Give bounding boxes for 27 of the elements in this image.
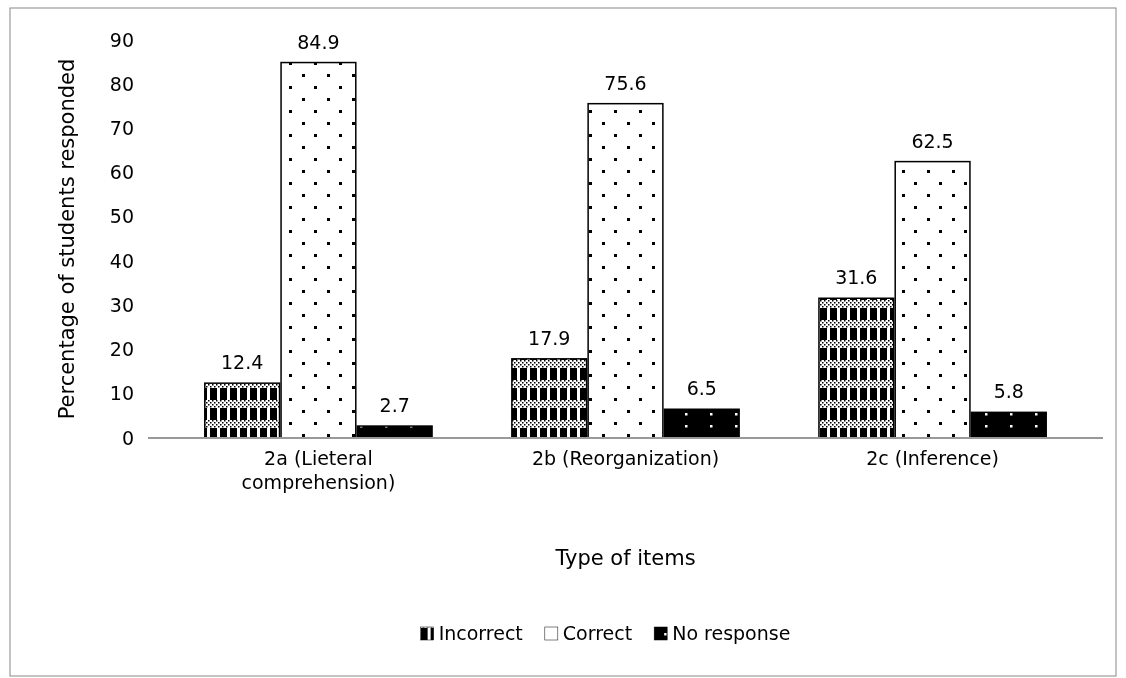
y-axis-title: Percentage of students responded	[55, 58, 79, 420]
data-label: 75.6	[604, 71, 647, 94]
x-tick-label: 2b (Reorganization)	[531, 447, 720, 470]
y-tick-label: 50	[109, 205, 134, 228]
legend-label: Incorrect	[438, 622, 523, 644]
y-tick-label: 30	[109, 293, 134, 316]
legend-label: Correct	[562, 622, 633, 644]
data-label: 2.7	[379, 394, 410, 417]
data-label: 12.4	[221, 351, 264, 374]
data-label: 62.5	[911, 129, 954, 152]
y-tick-label: 20	[109, 338, 134, 361]
y-tick-label: 40	[109, 249, 134, 272]
data-label: 84.9	[297, 30, 340, 53]
x-axis-title: Type of items	[554, 546, 696, 570]
y-tick-label: 10	[109, 382, 134, 405]
data-label: 31.6	[835, 266, 878, 289]
legend-label: No response	[672, 622, 791, 644]
y-tick-label: 70	[109, 117, 134, 140]
y-tick-label: 0	[121, 426, 134, 449]
x-tick-label: 2a (Lieteral comprehension)	[241, 447, 396, 494]
data-label: 5.8	[993, 380, 1024, 403]
x-tick-label: 2c (Inference)	[866, 447, 999, 470]
y-tick-label: 60	[109, 161, 134, 184]
data-label: 17.9	[528, 326, 571, 349]
y-tick-label: 80	[109, 72, 134, 95]
data-label: 6.5	[686, 377, 717, 400]
y-tick-label: 90	[109, 28, 134, 51]
